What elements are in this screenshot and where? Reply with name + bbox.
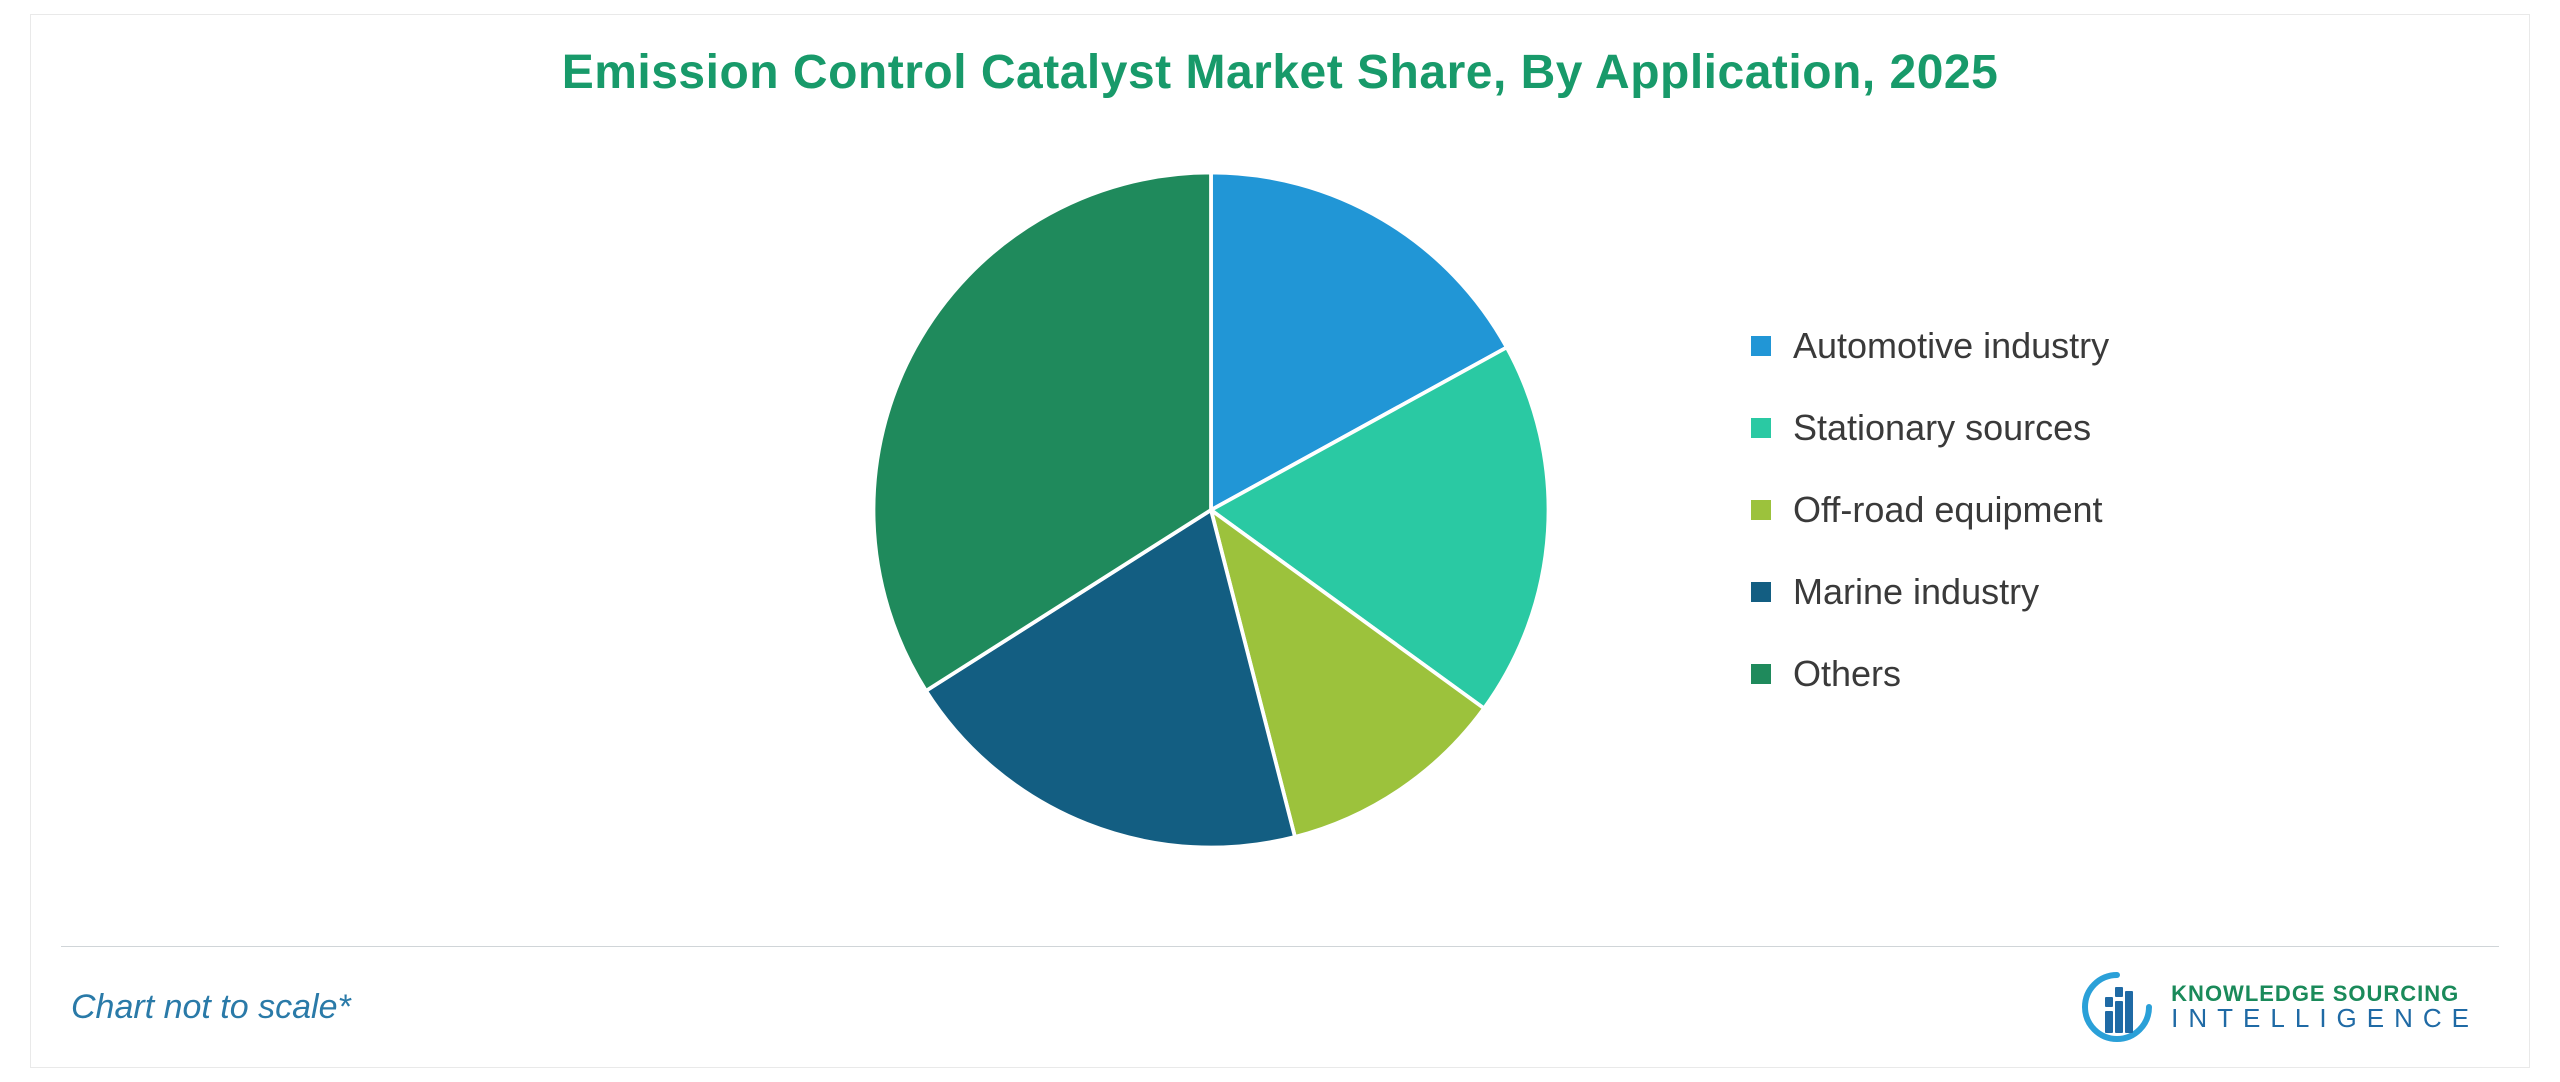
chart-title: Emission Control Catalyst Market Share, … — [31, 15, 2529, 100]
legend-swatch-icon — [1751, 418, 1771, 438]
legend-label: Off-road equipment — [1793, 489, 2103, 531]
legend-swatch-icon — [1751, 664, 1771, 684]
legend-swatch-icon — [1751, 336, 1771, 356]
brand-name-bottom: INTELLIGENCE — [2171, 1005, 2479, 1032]
brand-name-top: KNOWLEDGE SOURCING — [2171, 982, 2479, 1005]
chart-content-row: Automotive industry Stationary sources Off… — [31, 100, 2529, 920]
legend-item-2: Off-road equipment — [1751, 489, 2529, 531]
legend-label: Stationary sources — [1793, 407, 2091, 449]
pie-chart — [836, 135, 1586, 885]
legend-item-0: Automotive industry — [1751, 325, 2529, 367]
brand-text: KNOWLEDGE SOURCING INTELLIGENCE — [2171, 982, 2479, 1032]
divider-line — [61, 946, 2499, 947]
legend-label: Others — [1793, 653, 1901, 695]
brand-block: KNOWLEDGE SOURCING INTELLIGENCE — [2077, 967, 2479, 1047]
legend-label: Automotive industry — [1793, 325, 2109, 367]
scale-footnote: Chart not to scale* — [71, 988, 351, 1027]
legend-label: Marine industry — [1793, 571, 2039, 613]
pie-chart-container — [811, 135, 1611, 885]
legend-item-1: Stationary sources — [1751, 407, 2529, 449]
legend-item-3: Marine industry — [1751, 571, 2529, 613]
brand-logo-icon — [2077, 967, 2157, 1047]
chart-frame: Emission Control Catalyst Market Share, … — [30, 14, 2530, 1068]
legend-swatch-icon — [1751, 500, 1771, 520]
legend-item-4: Others — [1751, 653, 2529, 695]
legend-swatch-icon — [1751, 582, 1771, 602]
legend: Automotive industry Stationary sources Off… — [1611, 285, 2529, 735]
